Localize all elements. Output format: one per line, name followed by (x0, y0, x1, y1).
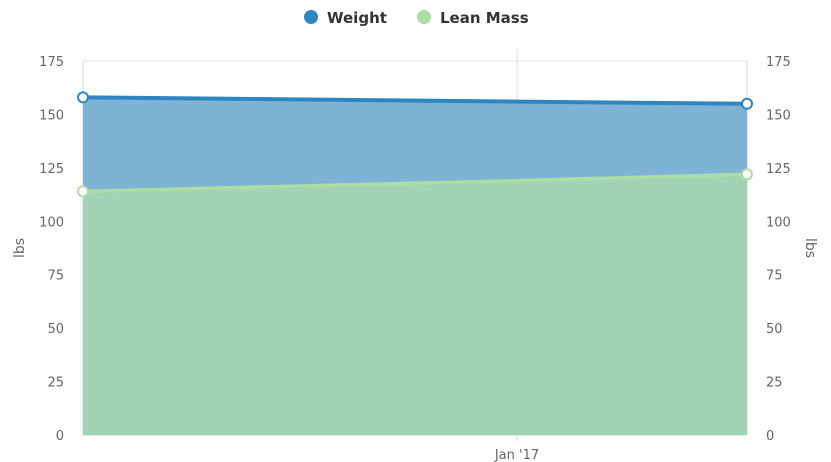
point-weight-0 (77, 91, 89, 104)
line-weight (82, 95, 748, 106)
line-lean-mass (82, 172, 748, 194)
y-tick-left-175: 175 (39, 55, 64, 70)
y-tick-left-0: 0 (56, 429, 64, 444)
legend-label-weight: Weight (327, 9, 387, 27)
series-lines (82, 95, 748, 194)
y-axis-title-left: lbs (12, 238, 28, 258)
y-tick-right-125: 125 (766, 162, 791, 177)
y-tick-left-150: 150 (39, 108, 64, 123)
legend-label-lean-mass: Lean Mass (440, 9, 529, 27)
legend: Weight Lean Mass (304, 9, 529, 27)
legend-marker-weight (304, 10, 318, 24)
series-areas (83, 97, 747, 436)
y-tick-right-0: 0 (766, 429, 774, 444)
area-lean-mass (83, 174, 747, 436)
y-tick-left-25: 25 (47, 376, 64, 391)
y-tick-right-25: 25 (766, 376, 783, 391)
y-tick-left-125: 125 (39, 162, 64, 177)
y-tick-right-50: 50 (766, 322, 783, 337)
y-tick-right-100: 100 (766, 215, 791, 230)
y-tick-left-100: 100 (39, 215, 64, 230)
y-tick-right-75: 75 (766, 269, 783, 284)
y-tick-left-75: 75 (47, 269, 64, 284)
x-axis: Jan '17 (494, 435, 539, 462)
point-lean-mass-0 (77, 185, 89, 198)
y-axis-left: 0 25 50 75 100 125 150 175 (39, 55, 64, 444)
point-lean-mass-2 (741, 168, 753, 181)
y-axis-title-right: lbs (802, 238, 818, 258)
y-tick-right-150: 150 (766, 108, 791, 123)
point-weight-2 (741, 97, 753, 110)
x-tick-label-1: Jan '17 (494, 448, 539, 462)
y-tick-right-175: 175 (766, 55, 791, 70)
y-axis-right: 0 25 50 75 100 125 150 175 (766, 55, 791, 444)
legend-marker-lean-mass (417, 10, 431, 24)
y-tick-left-50: 50 (47, 322, 64, 337)
series-points (77, 91, 753, 198)
